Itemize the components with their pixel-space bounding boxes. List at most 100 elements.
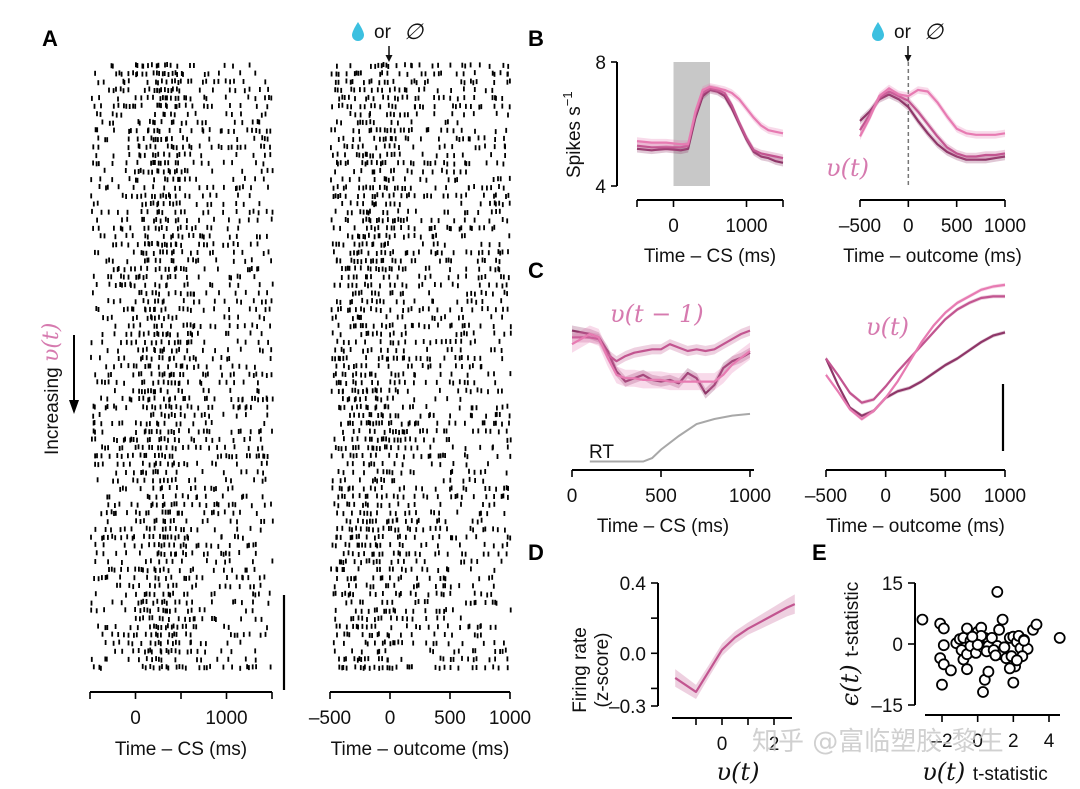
spike-tick xyxy=(487,250,490,256)
spike-tick xyxy=(386,70,389,76)
spike-tick xyxy=(217,78,220,84)
spike-tick xyxy=(142,404,145,410)
spike-tick xyxy=(151,404,154,410)
spike-tick xyxy=(144,649,146,655)
spike-tick xyxy=(366,209,368,215)
spike-tick xyxy=(459,625,461,630)
spike-tick xyxy=(367,265,369,271)
spike-tick xyxy=(136,159,139,165)
spike-tick xyxy=(169,396,171,402)
spike-tick xyxy=(190,639,192,645)
spike-tick xyxy=(436,307,439,313)
spike-tick xyxy=(147,169,150,175)
spike-tick xyxy=(345,518,348,524)
spike-tick xyxy=(392,429,394,435)
spike-tick xyxy=(118,445,121,451)
spike-tick xyxy=(372,478,374,484)
spike-tick xyxy=(143,518,145,524)
psth-outcome-series-line xyxy=(859,90,1006,158)
spike-tick xyxy=(125,405,128,411)
spike-tick xyxy=(334,169,336,175)
spike-tick xyxy=(338,96,341,102)
spike-tick xyxy=(170,411,173,417)
spike-tick xyxy=(212,184,215,190)
spike-tick xyxy=(404,436,407,442)
spike-tick xyxy=(150,412,152,418)
spike-tick xyxy=(401,462,404,468)
spike-tick xyxy=(386,185,388,191)
spike-tick xyxy=(269,144,271,150)
spike-tick xyxy=(345,624,348,630)
spike-tick xyxy=(171,477,173,483)
spike-tick xyxy=(353,225,356,231)
spike-tick xyxy=(334,127,336,133)
spike-tick xyxy=(132,388,135,394)
spike-tick xyxy=(340,120,342,126)
spike-tick xyxy=(123,307,125,313)
spike-tick xyxy=(342,511,345,517)
spike-tick xyxy=(208,127,211,133)
spike-tick xyxy=(463,323,466,328)
spike-tick xyxy=(140,209,143,214)
spike-tick xyxy=(163,241,166,247)
spike-tick xyxy=(362,389,364,394)
spike-tick xyxy=(501,96,504,101)
spike-tick xyxy=(425,616,428,621)
spike-tick xyxy=(423,86,426,92)
spike-tick xyxy=(146,94,149,100)
spike-tick xyxy=(174,413,176,418)
spike-tick xyxy=(506,665,509,671)
spike-tick xyxy=(464,420,466,426)
panel-letter-a: A xyxy=(42,26,58,51)
spike-tick xyxy=(252,152,255,158)
spike-tick xyxy=(353,364,355,369)
spike-tick xyxy=(238,404,241,410)
spike-tick xyxy=(206,104,209,109)
spike-tick xyxy=(261,478,264,484)
spike-tick xyxy=(343,436,345,442)
spike-tick xyxy=(233,632,236,638)
spike-tick xyxy=(352,445,354,451)
spike-tick xyxy=(152,160,155,165)
spike-tick xyxy=(439,371,442,377)
spike-tick xyxy=(372,551,375,557)
raster-ylabel-text: Increasing υ(t) xyxy=(39,323,64,455)
spike-tick xyxy=(246,453,248,459)
spike-tick xyxy=(365,96,367,102)
spike-tick xyxy=(167,509,170,515)
spike-tick xyxy=(371,200,374,206)
spike-tick xyxy=(229,584,232,590)
spike-tick xyxy=(258,128,261,134)
spike-tick xyxy=(163,420,166,426)
spike-tick xyxy=(468,136,471,142)
spike-tick xyxy=(154,315,156,321)
spike-tick xyxy=(158,656,160,662)
spike-tick xyxy=(349,200,352,206)
spike-tick xyxy=(489,624,492,630)
spike-tick xyxy=(354,575,357,581)
spike-tick xyxy=(92,428,95,434)
spike-tick xyxy=(186,364,188,370)
spike-tick xyxy=(384,250,387,256)
spike-tick xyxy=(260,112,263,118)
spike-tick xyxy=(458,315,460,321)
spike-tick xyxy=(347,274,350,280)
spike-tick xyxy=(397,208,400,214)
spike-tick xyxy=(402,404,404,410)
spike-tick xyxy=(446,566,448,572)
spike-tick xyxy=(147,257,150,263)
spike-tick xyxy=(438,95,440,101)
spike-tick xyxy=(228,356,231,361)
spike-tick xyxy=(240,299,242,305)
spike-tick xyxy=(434,664,437,670)
spike-tick xyxy=(360,289,363,295)
spike-tick xyxy=(239,639,242,645)
spike-tick xyxy=(192,624,195,630)
spike-tick xyxy=(255,453,258,459)
spike-tick xyxy=(509,453,512,459)
spike-tick xyxy=(233,119,236,125)
spike-tick xyxy=(387,657,389,663)
spike-tick xyxy=(465,103,467,109)
spike-tick xyxy=(445,185,447,191)
